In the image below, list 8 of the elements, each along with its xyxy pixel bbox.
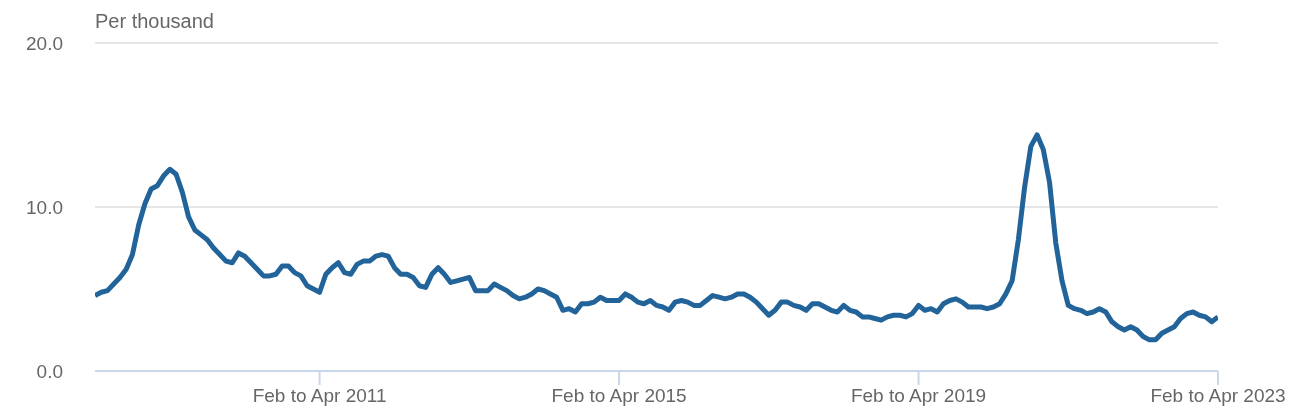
x-tick-label: Feb to Apr 2015	[551, 385, 687, 407]
x-tick-label: Feb to Apr 2019	[850, 385, 987, 407]
x-tick-label: Feb to Apr 2023	[1150, 385, 1286, 407]
y-tick-label: 10.0	[26, 196, 63, 218]
y-tick-label: 20.0	[26, 32, 63, 54]
y-axis-title: Per thousand	[95, 10, 214, 33]
y-tick-label: 0.0	[36, 360, 63, 382]
x-tick-label: Feb to Apr 2011	[252, 385, 387, 407]
